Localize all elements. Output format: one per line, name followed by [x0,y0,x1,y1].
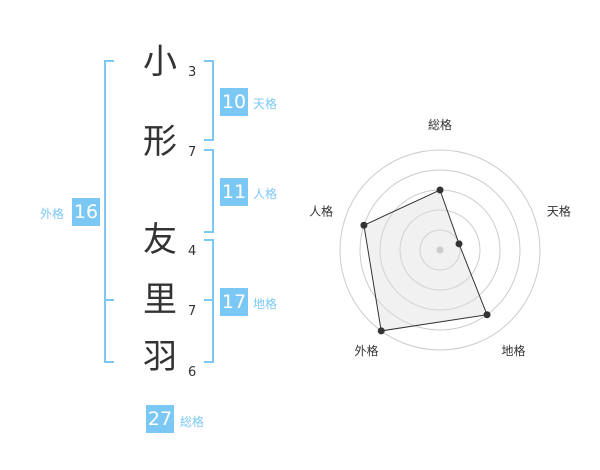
character-5: 羽 [143,337,177,377]
radar-axis-label: 総格 [428,117,452,132]
jinkaku-label: 人格 [253,187,278,201]
radar-area [363,189,488,332]
bracket-tenkaku [204,60,214,141]
gaikaku-value: 16 [72,198,100,226]
bracket-tick [204,299,214,301]
chikaku-value: 17 [220,288,248,316]
tenkaku-value: 10 [220,88,248,116]
stroke-count-1: 3 [188,65,197,80]
soukaku-value: 27 [146,405,174,433]
radar-axis-label: 人格 [309,203,333,218]
radar-point [377,327,385,335]
character-4: 里 [143,280,177,320]
radar-center [436,246,444,254]
bracket-chikaku [204,239,214,363]
radar-point [455,240,463,248]
character-3: 友 [143,220,177,260]
gaikaku-label: 外格 [40,207,65,221]
stroke-count-2: 7 [188,145,197,160]
stroke-count-4: 7 [188,304,197,319]
soukaku-label: 総格 [180,415,205,429]
stroke-count-5: 6 [188,365,197,380]
radar-ring [419,229,461,271]
bracket-gaikaku [104,60,114,363]
bracket-tick [104,299,114,301]
jinkaku-value: 11 [220,178,248,206]
chikaku-label: 地格 [253,297,278,311]
radar-point [483,311,491,319]
radar-axis-label: 地格 [501,343,525,358]
character-2: 形 [143,122,177,162]
radar-point [436,186,444,194]
bracket-jinkaku [204,149,214,233]
stroke-count-3: 4 [188,244,197,259]
character-1: 小 [143,42,177,82]
radar-ring [339,149,541,351]
radar-ring [399,209,481,291]
radar-point [360,221,368,229]
radar-ring [359,169,521,331]
radar-axis-label: 外格 [355,343,379,358]
radar-axis-label: 天格 [547,203,571,218]
tenkaku-label: 天格 [253,97,278,111]
